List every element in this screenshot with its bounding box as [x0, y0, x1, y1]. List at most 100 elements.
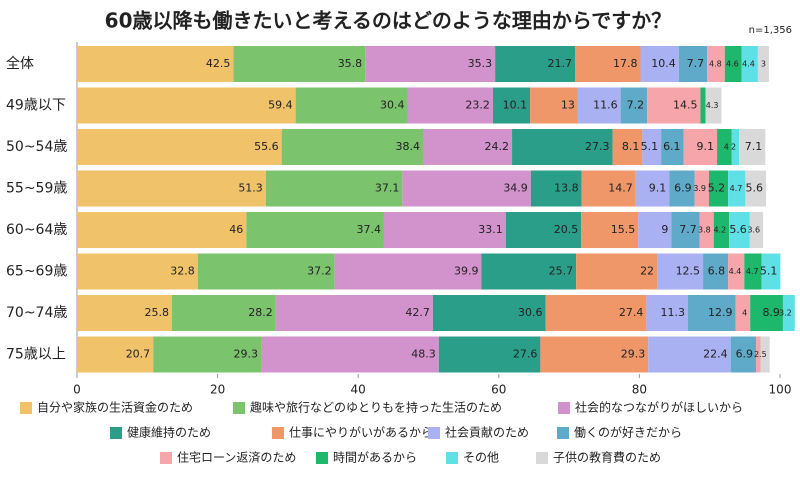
bar-segment: [77, 46, 234, 82]
data-label: 7.7: [679, 223, 697, 236]
data-label: 30.4: [380, 99, 405, 112]
data-label: 27.4: [619, 306, 644, 319]
bar-segment: [731, 129, 740, 165]
legend-swatch: [272, 427, 284, 439]
legend-swatch: [428, 427, 440, 439]
bar-segment: [581, 212, 639, 248]
y-tick-label: 70~74歳: [6, 305, 67, 321]
bar-segment: [77, 129, 282, 165]
bar-segment: [642, 129, 662, 165]
data-label: 10.4: [651, 57, 676, 70]
data-label: 11.3: [660, 306, 685, 319]
bar-segment: [334, 253, 482, 290]
x-tick-label: 60: [491, 383, 506, 397]
data-label: 48.3: [411, 348, 436, 361]
data-label: 25.8: [144, 306, 169, 319]
data-label: 27.6: [513, 348, 538, 361]
data-label: 9: [661, 223, 668, 236]
y-tick-label: 49歳以下: [6, 98, 66, 114]
bar-segment: [77, 87, 296, 124]
bar-segment: [635, 170, 670, 207]
legend-swatch: [536, 452, 548, 464]
bar-segment: [750, 295, 783, 331]
x-tick-label: 80: [632, 383, 647, 397]
data-label: 7.2: [627, 99, 645, 112]
legend-label: 趣味や旅行などのゆとりもを持った生活のため: [250, 400, 502, 415]
data-label: 12.5: [676, 265, 701, 278]
legend-label: 社会的なつながりがほしいから: [575, 400, 743, 415]
data-label: 20.5: [554, 223, 579, 236]
data-label: 38.4: [395, 140, 420, 153]
data-label: 5.6: [729, 223, 747, 236]
legend-label: 健康維持のため: [127, 425, 211, 440]
bar-segment: [295, 87, 408, 124]
y-tick-label: 75歳以上: [6, 347, 66, 363]
bar-segment: [422, 129, 513, 165]
data-label: 7.1: [745, 140, 763, 153]
data-label: 25.7: [549, 265, 574, 278]
bar-segment: [495, 46, 575, 82]
data-label: 17.8: [613, 57, 638, 70]
bar-segment: [756, 336, 761, 373]
bar-segment: [705, 87, 722, 124]
y-tick-label: 全体: [6, 55, 34, 72]
bar-segment: [745, 170, 767, 207]
y-tick-label: 65~69歳: [6, 264, 67, 280]
bar-segment: [694, 170, 709, 207]
bar-segment: [640, 46, 679, 82]
legend-swatch: [316, 452, 328, 464]
legend-swatch: [557, 427, 569, 439]
legend-swatch: [558, 402, 570, 414]
bar-segment: [281, 129, 423, 165]
data-label: 12.9: [708, 306, 733, 319]
data-label: 14.5: [673, 99, 698, 112]
data-label: 6.9: [674, 182, 692, 195]
data-label: 30.6: [518, 306, 543, 319]
bar-segment: [171, 295, 276, 331]
data-label: 4.8: [709, 60, 722, 69]
data-label: 59.4: [268, 99, 293, 112]
data-label: 4.6: [726, 60, 739, 69]
data-label: 14.7: [608, 182, 633, 195]
data-label: 22.4: [703, 348, 728, 361]
bar-segment: [432, 295, 546, 331]
data-label: 39.9: [454, 265, 479, 278]
data-label: 3.8: [698, 226, 711, 235]
bar-segment: [683, 129, 718, 165]
x-tick-label: 40: [351, 383, 366, 397]
data-label: 13: [561, 99, 575, 112]
data-label: 21.7: [547, 57, 572, 70]
bar-segment: [77, 253, 198, 290]
bar-segment: [620, 87, 648, 124]
bar-segment: [77, 212, 247, 248]
data-label: 15.5: [611, 223, 636, 236]
data-label: 42.5: [206, 57, 231, 70]
bar-segment: [648, 336, 731, 373]
data-label: 37.4: [356, 223, 381, 236]
data-label: 4.3: [706, 101, 719, 110]
bar-segment: [728, 253, 745, 290]
data-label: 3.6: [747, 226, 760, 235]
legend-swatch: [20, 402, 32, 414]
bar-segment: [577, 87, 621, 124]
bar-segment: [505, 212, 582, 248]
bar-segment: [741, 46, 758, 82]
bar-segment: [574, 46, 641, 82]
data-label: 24.2: [485, 140, 510, 153]
data-label: 27.3: [585, 140, 610, 153]
data-label: 5.1: [760, 265, 778, 278]
bar-segment: [153, 336, 262, 373]
legend-label: 社会貢献のため: [445, 425, 529, 440]
data-label: 9.1: [649, 182, 667, 195]
bar-segment: [638, 212, 672, 248]
bar-segment: [545, 295, 647, 331]
data-label: 9.1: [697, 140, 715, 153]
bar-segment: [647, 87, 701, 124]
bar-segment: [678, 46, 708, 82]
bar-segment: [492, 87, 531, 124]
y-tick-label: 55~59歳: [6, 181, 67, 197]
bar-segment: [233, 46, 366, 82]
bar-segment: [512, 129, 613, 165]
bar-segment: [761, 253, 781, 290]
bar-segment: [581, 170, 636, 207]
